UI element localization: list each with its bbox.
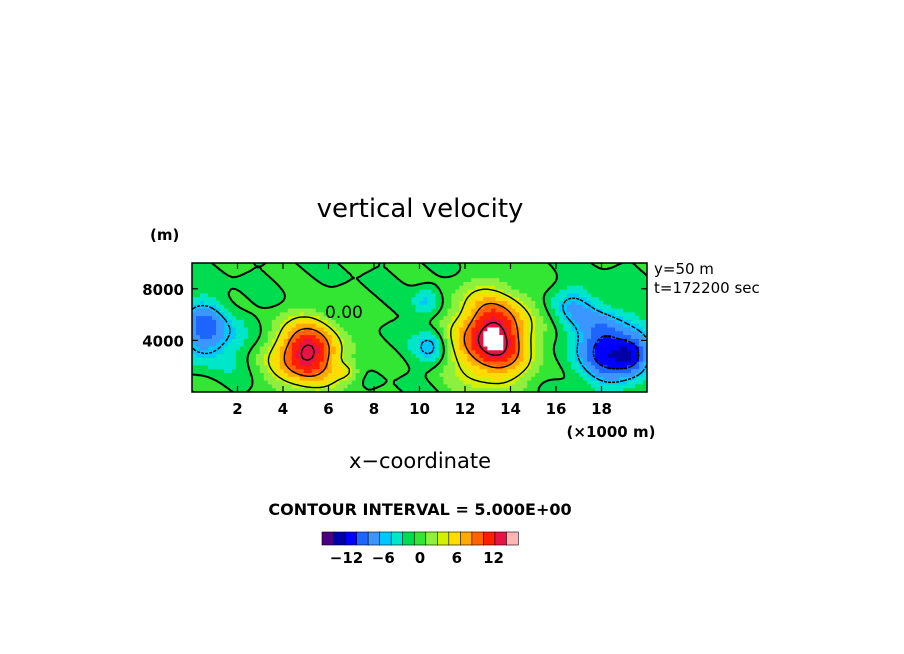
x-tick-label: 6 xyxy=(323,400,333,418)
x-axis-unit: (×1000 m) xyxy=(567,423,656,441)
x-tick-label: 2 xyxy=(232,400,242,418)
colorbar-swatch xyxy=(436,531,450,546)
x-tick-label: 10 xyxy=(409,400,430,418)
colorbar-tick-label: −6 xyxy=(372,549,395,567)
colorbar-swatch xyxy=(460,531,473,546)
colorbar-swatch xyxy=(321,531,335,546)
x-axis: 2 4 6 8 10 12 14 16 18 xyxy=(232,263,612,418)
contour-interval-text: CONTOUR INTERVAL = 5.000E+00 xyxy=(268,500,571,519)
x-tick-label: 18 xyxy=(591,400,612,418)
colorbar xyxy=(321,531,519,546)
x-tick-label: 4 xyxy=(278,400,288,418)
y-tick-label: 4000 xyxy=(142,332,184,350)
colorbar-swatch xyxy=(494,531,508,546)
contour-line xyxy=(267,288,533,389)
y-axis: 4000 8000 xyxy=(142,281,647,350)
colorbar-swatch xyxy=(402,531,415,546)
colorbar-swatch xyxy=(379,531,392,546)
colorbar-labels: −12 −6 0 6 12 xyxy=(330,549,504,567)
colorbar-swatch xyxy=(367,531,381,546)
x-tick-label: 8 xyxy=(369,400,379,418)
colorbar-swatch xyxy=(413,531,427,546)
colorbar-swatch xyxy=(483,531,496,546)
x-tick-label: 14 xyxy=(500,400,521,418)
annotation-y-position: y=50 m xyxy=(654,260,714,278)
y-axis-unit: (m) xyxy=(150,226,179,244)
contour-label: 0.00 xyxy=(325,303,363,323)
velocity-field xyxy=(192,263,647,392)
colorbar-tick-label: 6 xyxy=(452,549,462,567)
contour-line xyxy=(283,302,520,377)
x-axis-title: x−coordinate xyxy=(349,449,491,473)
colorbar-swatch xyxy=(390,531,404,546)
y-tick-label: 8000 xyxy=(142,281,184,299)
colorbar-swatch xyxy=(344,531,358,546)
plot-area xyxy=(192,263,647,392)
x-tick-label: 16 xyxy=(546,400,567,418)
contour-lines xyxy=(192,263,647,392)
colorbar-swatch xyxy=(448,531,461,546)
contour-line xyxy=(592,335,640,370)
contour-line xyxy=(300,321,508,361)
colorbar-tick-label: 12 xyxy=(483,549,504,567)
colorbar-swatch xyxy=(333,531,346,546)
colorbar-swatch xyxy=(425,531,438,546)
x-tick-label: 12 xyxy=(455,400,476,418)
colorbar-swatch xyxy=(356,531,369,546)
annotation-time: t=172200 sec xyxy=(654,279,760,297)
colorbar-tick-label: −12 xyxy=(330,549,363,567)
colorbar-swatch xyxy=(471,531,485,546)
colorbar-tick-label: 0 xyxy=(415,549,425,567)
colorbar-swatch xyxy=(506,531,519,546)
chart-title: vertical velocity xyxy=(317,194,524,224)
contour-line xyxy=(192,297,647,384)
